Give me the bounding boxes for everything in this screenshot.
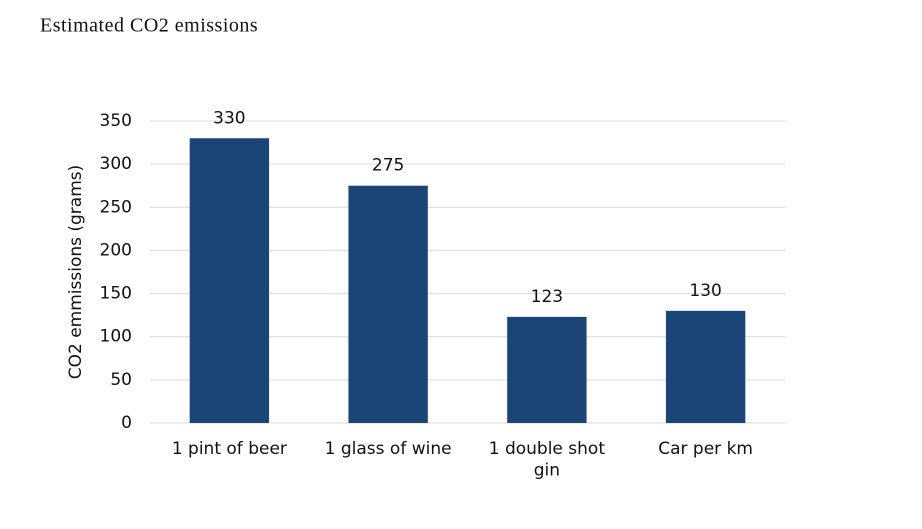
y-tick-label: 350 — [100, 111, 132, 131]
x-tick-label: 1 double shot gin — [489, 439, 606, 480]
bar — [189, 138, 270, 423]
y-tick-label: 250 — [100, 197, 132, 217]
y-tick-label: 0 — [121, 413, 132, 433]
y-tick-label: 50 — [110, 370, 132, 390]
data-label: 130 — [689, 281, 721, 301]
data-label: 275 — [372, 156, 404, 176]
bar — [348, 185, 428, 423]
y-axis-title: CO2 emmissions (grams) — [66, 165, 86, 380]
chart-title: Estimated CO2 emissions — [40, 15, 258, 37]
y-tick-label: 200 — [100, 240, 132, 260]
data-label: 330 — [213, 108, 245, 128]
y-tick-label: 100 — [100, 327, 132, 347]
bar — [507, 316, 587, 423]
x-tick-label: Car per km — [658, 439, 753, 459]
x-tick-label: 1 pint of beer — [172, 439, 287, 459]
data-label: 123 — [531, 287, 563, 307]
bar — [665, 310, 746, 423]
x-tick-label: 1 glass of wine — [325, 439, 452, 459]
y-tick-label: 300 — [100, 154, 132, 174]
y-tick-label: 150 — [100, 284, 132, 304]
